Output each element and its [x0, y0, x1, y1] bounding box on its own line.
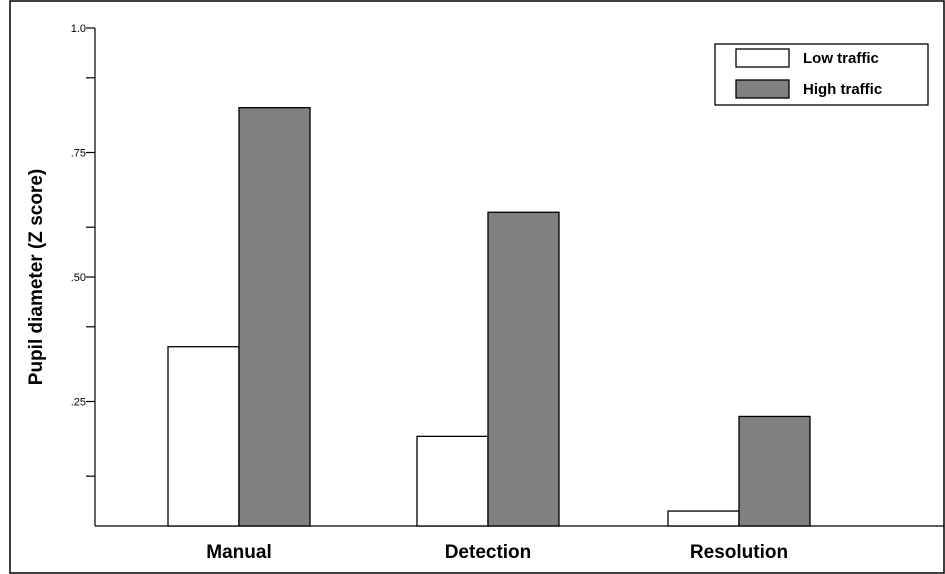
legend-label: High traffic: [803, 81, 882, 98]
x-tick-label: Detection: [445, 542, 532, 563]
legend: Low traffic High traffic: [714, 43, 929, 106]
y-tick-label: .25: [71, 397, 86, 409]
x-tick-label: Resolution: [690, 542, 788, 563]
y-tick-label: .50: [71, 272, 86, 284]
bar-high-traffic-detection: [487, 211, 560, 527]
y-axis: .25 .50 .75 1.0: [71, 23, 96, 526]
chart-frame: [9, 0, 945, 574]
y-axis-label: Pupil diameter (Z score): [26, 169, 47, 385]
bar-low-traffic-detection: [416, 435, 489, 527]
bars: [167, 107, 811, 527]
bar-high-traffic-resolution: [738, 415, 811, 527]
legend-label: Low traffic: [803, 50, 879, 67]
y-tick-label: .75: [71, 148, 86, 160]
legend-swatch: [735, 79, 790, 99]
y-tick-label: 1.0: [71, 23, 86, 35]
bar-high-traffic-manual: [238, 107, 311, 527]
bar-low-traffic-manual: [167, 346, 240, 527]
x-tick-label: Manual: [206, 542, 271, 563]
bar-low-traffic-resolution: [667, 510, 740, 527]
legend-swatch: [735, 48, 790, 68]
category-labels: Manual Detection Resolution: [206, 542, 788, 563]
